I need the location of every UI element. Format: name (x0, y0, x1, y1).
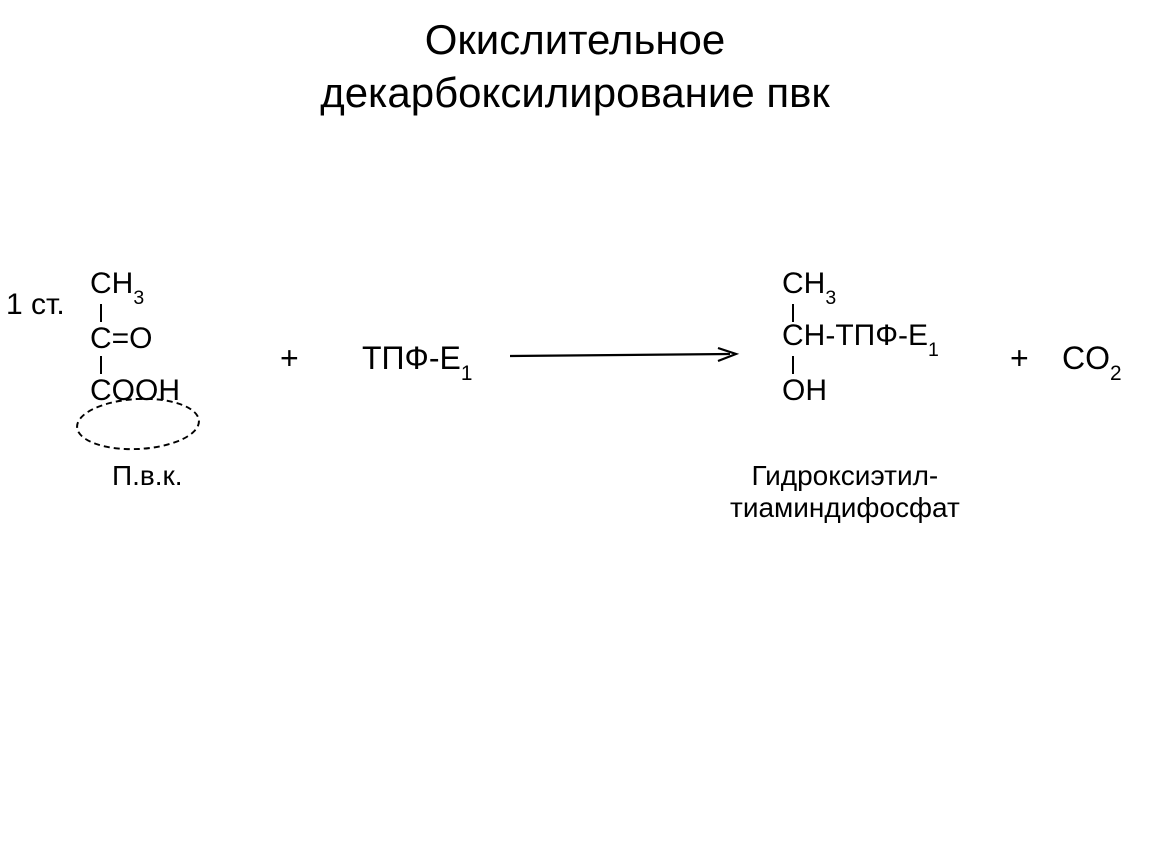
step-label: 1 ст. (6, 288, 65, 322)
product-ch-tpp: CH-ТПФ-E1 (782, 321, 939, 357)
product-structure: CH3 CH-ТПФ-E1 OH (782, 270, 939, 408)
pvk-co: C=O (90, 324, 153, 354)
plus-1: + (280, 340, 299, 377)
bond-icon (792, 356, 794, 374)
product-label-line2: тиаминдифосфат (730, 492, 960, 523)
bond-icon (100, 356, 102, 374)
product-label-line1: Гидроксиэтил- (752, 460, 939, 491)
product-oh: OH (782, 376, 827, 406)
title-line-1: Окислительное (425, 16, 726, 63)
reaction-arrow (508, 344, 743, 373)
product-ch3: CH3 (782, 269, 836, 305)
pvk-structure: CH3 C=O COOH (90, 270, 180, 408)
bond-icon (100, 304, 102, 322)
co2: CO2 (1062, 340, 1122, 382)
product-label: Гидроксиэтил- тиаминдифосфат (730, 460, 960, 524)
slide-title: Окислительное декарбоксилирование пвк (0, 14, 1150, 119)
reagent-tpp-e1: ТПФ-E1 (362, 340, 472, 382)
pvk-ch3: CH3 (90, 269, 144, 305)
pvk-label: П.в.к. (112, 460, 183, 492)
plus-2: + (1010, 340, 1029, 377)
title-line-2: декарбоксилирование пвк (320, 69, 830, 116)
